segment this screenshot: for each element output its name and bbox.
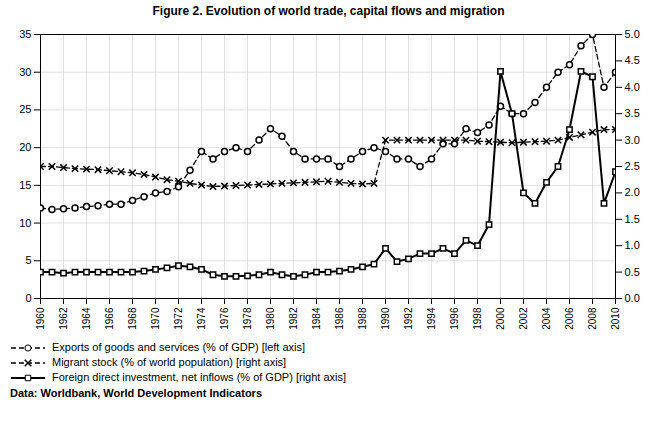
html-text:Foreign direct investment, net: Foreign direct investment, net inflows (… <box>52 371 347 383</box>
svg-text:10: 10 <box>19 217 31 229</box>
svg-text:2.0: 2.0 <box>625 186 640 198</box>
html-text:Migrant stock (% of world popu: Migrant stock (% of world population) [r… <box>52 356 287 368</box>
svg-text:4.5: 4.5 <box>625 54 640 66</box>
svg-text:3.0: 3.0 <box>625 134 640 146</box>
svg-text:2006: 2006 <box>564 307 575 330</box>
html-text:Data: Worldbank, World Develop: Data: Worldbank, World Development Indic… <box>10 387 262 399</box>
svg-text:0: 0 <box>25 292 31 304</box>
svg-text:1974: 1974 <box>196 307 207 330</box>
svg-text:1986: 1986 <box>334 307 345 330</box>
svg-text:1992: 1992 <box>403 307 414 330</box>
svg-text:1972: 1972 <box>173 307 184 330</box>
svg-text:1982: 1982 <box>288 307 299 330</box>
svg-text:0.5: 0.5 <box>625 266 640 278</box>
svg-text:1962: 1962 <box>58 307 69 330</box>
svg-text:1970: 1970 <box>150 307 161 330</box>
svg-text:1996: 1996 <box>449 307 460 330</box>
svg-text:1994: 1994 <box>426 307 437 330</box>
svg-text:0.0: 0.0 <box>625 292 640 304</box>
svg-text:35: 35 <box>19 28 31 40</box>
svg-text:1978: 1978 <box>242 307 253 330</box>
svg-text:5.0: 5.0 <box>625 28 640 40</box>
svg-text:2010: 2010 <box>610 307 621 330</box>
svg-text:15: 15 <box>19 179 31 191</box>
svg-text:2000: 2000 <box>495 307 506 330</box>
svg-text:1988: 1988 <box>357 307 368 330</box>
svg-text:1976: 1976 <box>219 307 230 330</box>
svg-text:5: 5 <box>25 254 31 266</box>
svg-text:2004: 2004 <box>541 307 552 330</box>
svg-text:1968: 1968 <box>127 307 138 330</box>
svg-text:1990: 1990 <box>380 307 391 330</box>
svg-text:30: 30 <box>19 66 31 78</box>
svg-text:1964: 1964 <box>81 307 92 330</box>
html-text:Figure 2. Evolution of world t: Figure 2. Evolution of world trade, capi… <box>152 4 505 18</box>
svg-text:1984: 1984 <box>311 307 322 330</box>
svg-text:1980: 1980 <box>265 307 276 330</box>
svg-text:1960: 1960 <box>35 307 46 330</box>
html-text:Exports of goods and services: Exports of goods and services (% of GDP)… <box>52 341 306 353</box>
svg-text:4.0: 4.0 <box>625 81 640 93</box>
svg-text:2.5: 2.5 <box>625 160 640 172</box>
svg-text:2002: 2002 <box>518 307 529 330</box>
svg-text:1.5: 1.5 <box>625 213 640 225</box>
svg-text:1966: 1966 <box>104 307 115 330</box>
svg-text:20: 20 <box>19 141 31 153</box>
svg-text:1.0: 1.0 <box>625 239 640 251</box>
svg-text:25: 25 <box>19 103 31 115</box>
svg-text:2008: 2008 <box>587 307 598 330</box>
svg-text:1998: 1998 <box>472 307 483 330</box>
svg-text:3.5: 3.5 <box>625 107 640 119</box>
